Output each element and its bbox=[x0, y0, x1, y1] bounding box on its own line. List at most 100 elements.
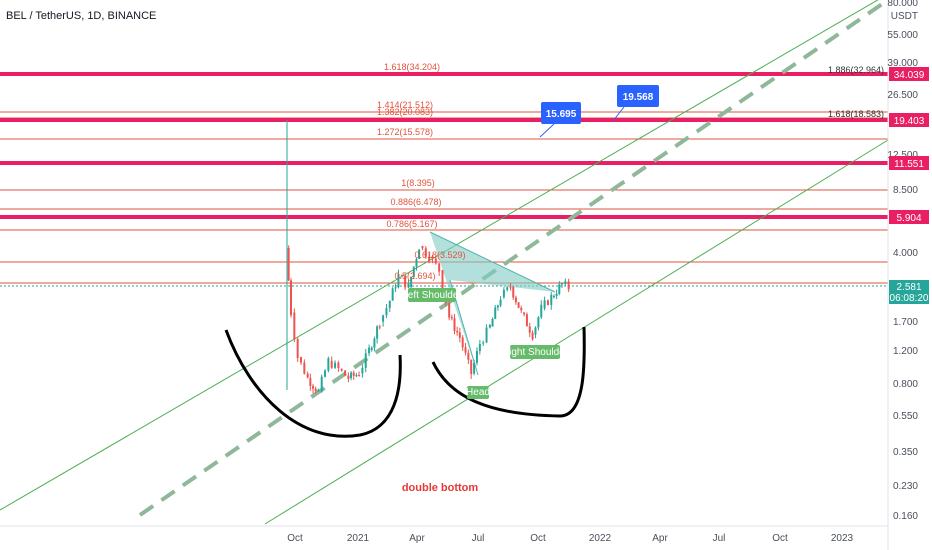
time-axis[interactable]: Oct 2021 Apr Jul Oct 2022 Apr Jul Oct 20… bbox=[0, 525, 888, 544]
candle-body bbox=[358, 375, 361, 377]
right-shoulder-label[interactable]: Right Shoulder bbox=[502, 345, 569, 359]
candle-body bbox=[421, 246, 424, 249]
candle-body bbox=[364, 353, 367, 368]
candle-body bbox=[525, 314, 528, 327]
candle-body bbox=[355, 375, 358, 377]
fib-labels: 1.618(34.204) 1.414(21.512) 1.382(20.083… bbox=[377, 62, 884, 281]
candle-body bbox=[303, 362, 306, 374]
svg-text:4.000: 4.000 bbox=[893, 248, 918, 259]
candle-body bbox=[473, 362, 476, 374]
candle-body bbox=[475, 351, 478, 363]
svg-text:0.5(2.694): 0.5(2.694) bbox=[394, 271, 435, 281]
candle-body bbox=[431, 256, 434, 259]
left-shoulder-label[interactable]: Left Shoulder bbox=[402, 288, 462, 302]
candle-body bbox=[488, 324, 491, 328]
key-levels bbox=[0, 72, 888, 219]
candle-body bbox=[344, 370, 347, 376]
candle-body bbox=[520, 307, 523, 311]
candle-body bbox=[534, 327, 537, 335]
svg-text:15.695: 15.695 bbox=[546, 109, 577, 120]
candle-body bbox=[546, 300, 549, 305]
svg-text:Oct: Oct bbox=[287, 533, 303, 544]
candle-body bbox=[470, 359, 473, 375]
candle-body bbox=[347, 375, 350, 379]
candle-body bbox=[407, 283, 410, 288]
price-tags: 34.039 19.403 11.551 5.904 2.581 06:08:2… bbox=[889, 67, 929, 304]
svg-text:1.618(18.583): 1.618(18.583) bbox=[828, 109, 884, 119]
candles bbox=[286, 120, 570, 395]
svg-text:Right Shoulder: Right Shoulder bbox=[502, 347, 569, 358]
candle-body bbox=[327, 358, 330, 371]
target-callout-19568[interactable]: 19.568 bbox=[612, 85, 659, 122]
candle-body bbox=[441, 270, 444, 290]
candle-body bbox=[312, 385, 315, 389]
candle-body bbox=[531, 332, 534, 340]
svg-text:11.551: 11.551 bbox=[894, 159, 924, 170]
candle-body bbox=[491, 318, 494, 327]
svg-text:0.800: 0.800 bbox=[893, 379, 918, 390]
head-label[interactable]: Head bbox=[466, 386, 490, 399]
left-cup-curve[interactable] bbox=[224, 329, 402, 438]
target-callout-15695[interactable]: 15.695 bbox=[539, 102, 581, 138]
candle-body bbox=[394, 287, 397, 289]
candle-body bbox=[428, 256, 431, 262]
svg-text:1.414(21.512): 1.414(21.512) bbox=[377, 100, 433, 110]
candle-body bbox=[482, 342, 485, 344]
candle-body bbox=[412, 266, 415, 277]
candle-body bbox=[517, 302, 520, 308]
candle-body bbox=[391, 288, 394, 301]
wedge-shape[interactable] bbox=[430, 232, 555, 375]
svg-text:26.500: 26.500 bbox=[887, 90, 918, 101]
candle-body bbox=[502, 289, 505, 298]
candle-body bbox=[528, 326, 531, 333]
svg-text:Left Shoulder: Left Shoulder bbox=[402, 290, 462, 301]
candle-body bbox=[560, 283, 563, 285]
right-cup-curve[interactable] bbox=[431, 326, 586, 418]
candle-body bbox=[478, 344, 481, 352]
candle-body bbox=[438, 263, 441, 272]
candle-body bbox=[373, 338, 376, 348]
candle-body bbox=[415, 259, 418, 267]
candle-body bbox=[320, 376, 323, 392]
svg-text:Jul: Jul bbox=[472, 533, 485, 544]
svg-text:1(8.395): 1(8.395) bbox=[401, 178, 435, 188]
price-axis[interactable]: 80.000 USDT 55.000 39.000 26.500 12.500 … bbox=[887, 0, 918, 550]
svg-text:0.618(3.529): 0.618(3.529) bbox=[414, 250, 465, 260]
candle-body bbox=[434, 258, 437, 264]
candle-body bbox=[370, 347, 373, 350]
svg-text:5.904: 5.904 bbox=[896, 213, 921, 224]
candle-body bbox=[385, 308, 388, 316]
candle-body bbox=[552, 295, 555, 298]
svg-text:34.039: 34.039 bbox=[894, 70, 925, 81]
svg-text:1.618(34.204): 1.618(34.204) bbox=[384, 62, 440, 72]
candle-body bbox=[567, 281, 570, 290]
candle-body bbox=[361, 367, 364, 374]
candle-body bbox=[289, 280, 292, 316]
svg-text:2023: 2023 bbox=[831, 533, 854, 544]
candle-body bbox=[309, 378, 312, 386]
candle-body bbox=[404, 276, 407, 288]
candle-body bbox=[453, 318, 456, 332]
candle-body bbox=[340, 369, 343, 371]
candle-body bbox=[382, 315, 385, 322]
candle-body bbox=[337, 362, 340, 369]
svg-text:Jul: Jul bbox=[713, 533, 726, 544]
candle-body bbox=[287, 248, 290, 281]
candle-body bbox=[456, 331, 459, 333]
candle-body bbox=[494, 307, 497, 319]
candle-body bbox=[376, 326, 379, 339]
svg-text:80.000: 80.000 bbox=[887, 0, 918, 9]
svg-text:2021: 2021 bbox=[347, 533, 370, 544]
svg-text:0.230: 0.230 bbox=[893, 481, 918, 492]
candle-body bbox=[458, 332, 461, 338]
svg-text:12.500: 12.500 bbox=[887, 150, 918, 161]
candle-body bbox=[514, 297, 517, 303]
svg-text:1.272(15.578): 1.272(15.578) bbox=[377, 127, 433, 137]
candle-body bbox=[350, 372, 353, 379]
candle-body bbox=[558, 284, 561, 294]
candle-body bbox=[485, 327, 488, 343]
chart-title: BEL / TetherUS, 1D, BINANCE bbox=[6, 10, 157, 22]
candle-body bbox=[512, 287, 515, 298]
candle-body bbox=[461, 337, 464, 348]
